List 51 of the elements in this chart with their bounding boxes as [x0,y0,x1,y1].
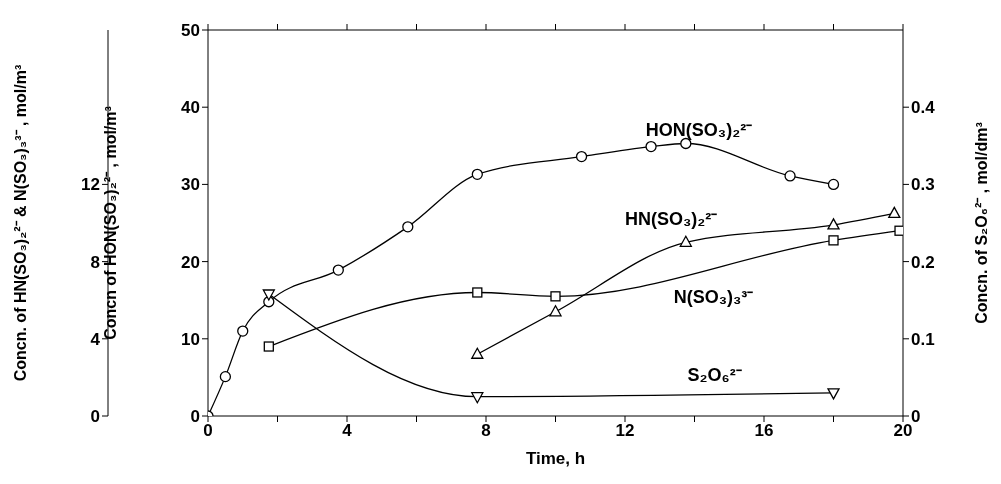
point [472,287,483,298]
y-tick-label: 20 [181,252,200,272]
y-axis-title: Concn of HON(SO₃)₂²⁻ , mol/m³ [101,106,119,340]
y3-tick-label: 12 [81,175,100,195]
point [471,392,484,404]
y2-axis-title: Concn. of S₂O₆²⁻ , mol/dm³ [972,122,990,324]
series-label: S₂O₆²⁻ [687,363,742,386]
point [550,291,561,302]
point [471,168,483,181]
y-tick-label: 50 [181,21,200,41]
point [645,140,657,153]
point [827,388,840,400]
point [237,325,249,337]
point [471,347,484,359]
point [679,235,692,247]
y2-tick-label: 0.3 [911,175,935,195]
y-tick-label: 40 [181,98,200,118]
y2-tick-label: 0 [911,407,921,427]
point [784,170,796,182]
y3-tick-label: 8 [90,252,100,272]
point [827,218,840,230]
x-tick-label: 0 [203,421,213,441]
x-tick-label: 20 [893,421,913,441]
y3-axis-title: Concn. of HN(SO₃)₂²⁻ & N(SO₃)₃³⁻ , mol/m³ [11,64,29,382]
y2-tick-label: 0.4 [911,98,936,118]
y-tick-label: 0 [190,407,200,427]
point [402,221,414,233]
x-tick-label: 16 [754,421,774,441]
point [332,264,344,276]
point [894,225,903,236]
x-axis-title: Time, h [525,449,586,468]
point [263,341,274,352]
x-tick-label: 8 [481,421,491,441]
series-label: N(SO₃)₃³⁻ [673,286,754,309]
y2-tick-label: 0.1 [911,329,935,349]
point [888,206,901,218]
y3-tick-label: 0 [90,407,100,427]
point [828,235,839,246]
point [575,150,588,163]
series-label: HON(SO₃)₂²⁻ [645,119,753,142]
y3-tick-label: 4 [90,329,101,349]
point [219,370,232,383]
point [827,178,840,191]
point [549,305,562,317]
y-tick-label: 10 [181,329,200,349]
series-label: HN(SO₃)₂²⁻ [625,208,718,231]
y2-tick-label: 0.2 [911,252,935,272]
x-tick-label: 4 [342,421,353,441]
y-tick-label: 30 [181,175,200,195]
x-tick-label: 12 [615,421,635,441]
point [262,289,275,301]
